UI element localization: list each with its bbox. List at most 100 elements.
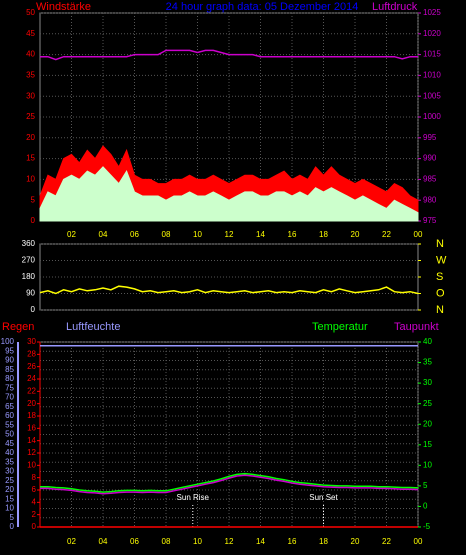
y2-tick-label: 15 <box>423 440 432 449</box>
y2-tick-label: 1005 <box>423 91 441 100</box>
y3-tick-label: 20 <box>27 399 36 408</box>
y-tick-label: 15 <box>5 494 14 503</box>
series-line <box>40 472 419 493</box>
y3-tick-label: 28 <box>27 349 36 358</box>
y-tick-label: 25 <box>5 476 14 485</box>
y2-tick-label: N <box>436 238 444 250</box>
y2-tick-label: 30 <box>423 378 432 387</box>
x-tick-label: 18 <box>319 230 328 239</box>
x-tick-label: 12 <box>225 230 234 239</box>
x-tick-label: 06 <box>130 537 139 546</box>
y-tick-label: 80 <box>5 374 14 383</box>
x-tick-label: 22 <box>382 230 391 239</box>
x-tick-label: 08 <box>162 230 171 239</box>
y2-tick-label: W <box>436 254 447 266</box>
pressure-label: Luftdruck <box>372 1 418 13</box>
y2-tick-label: 5 <box>423 481 428 490</box>
y2-tick-label: O <box>436 287 445 299</box>
y-tick-label: 360 <box>22 239 36 248</box>
y3-tick-label: 30 <box>27 337 36 346</box>
y2-tick-label: 35 <box>423 358 432 367</box>
series-line <box>39 285 419 295</box>
dewpoint-label: Taupunkt <box>394 321 439 333</box>
y2-tick-label: S <box>436 271 443 283</box>
x-tick-label: 00 <box>414 537 423 546</box>
y-tick-label: 10 <box>5 504 14 513</box>
y2-tick-label: 990 <box>423 154 437 163</box>
y-tick-label: 0 <box>10 522 15 531</box>
y-tick-label: 0 <box>31 216 36 225</box>
y-tick-label: 75 <box>5 383 14 392</box>
x-tick-label: 10 <box>193 537 202 546</box>
y-tick-label: 25 <box>26 112 35 121</box>
x-tick-label: 04 <box>99 230 108 239</box>
y-tick-label: 35 <box>26 71 35 80</box>
y-tick-label: 30 <box>5 467 14 476</box>
y3-tick-label: 26 <box>27 362 36 371</box>
y3-tick-label: 22 <box>27 386 36 395</box>
y-tick-label: 5 <box>31 195 36 204</box>
y2-tick-label: 20 <box>423 419 432 428</box>
series-line <box>40 474 419 495</box>
y-tick-label: 270 <box>22 256 36 265</box>
y3-tick-label: 12 <box>27 448 36 457</box>
y-tick-label: 65 <box>5 402 14 411</box>
y-tick-label: 70 <box>5 393 14 402</box>
y-tick-label: 5 <box>10 513 15 522</box>
y2-tick-label: N <box>436 304 444 316</box>
y-tick-label: 100 <box>1 337 15 346</box>
y-tick-label: 45 <box>26 29 35 38</box>
y-tick-label: 30 <box>26 91 35 100</box>
x-tick-label: 00 <box>414 230 423 239</box>
x-tick-label: 04 <box>99 537 108 546</box>
y2-tick-label: 995 <box>423 133 437 142</box>
y-tick-label: 55 <box>5 420 14 429</box>
x-tick-label: 18 <box>319 537 328 546</box>
x-tick-label: 22 <box>382 537 391 546</box>
y-tick-label: 85 <box>5 365 14 374</box>
x-tick-label: 14 <box>256 230 265 239</box>
y-tick-label: 90 <box>26 289 35 298</box>
x-tick-label: 06 <box>130 230 139 239</box>
x-tick-label: 10 <box>193 230 202 239</box>
y3-tick-label: 2 <box>32 510 37 519</box>
y3-tick-label: 18 <box>27 411 36 420</box>
x-tick-label: 16 <box>288 230 297 239</box>
y-tick-label: 40 <box>5 448 14 457</box>
y-tick-label: 35 <box>5 457 14 466</box>
y3-tick-label: 4 <box>32 497 37 506</box>
y3-tick-label: 0 <box>32 522 37 531</box>
y-tick-label: 45 <box>5 439 14 448</box>
y3-tick-label: 14 <box>27 436 36 445</box>
annotation: Sun Set <box>309 493 338 502</box>
humidity-label: Luftfeuchte <box>66 321 120 333</box>
y2-tick-label: 1010 <box>423 71 441 80</box>
y2-tick-label: 10 <box>423 460 432 469</box>
y2-tick-label: -5 <box>423 522 431 531</box>
x-tick-label: 14 <box>256 537 265 546</box>
y3-tick-label: 16 <box>27 423 36 432</box>
wind-label: Windstärke <box>36 1 91 13</box>
y2-tick-label: 1000 <box>423 112 441 121</box>
series-line <box>40 49 418 61</box>
y-tick-label: 20 <box>26 133 35 142</box>
y-tick-label: 10 <box>26 175 35 184</box>
y2-tick-label: 1025 <box>423 8 441 17</box>
y2-tick-label: 25 <box>423 399 432 408</box>
y2-tick-label: 1015 <box>423 50 441 59</box>
y-tick-label: 180 <box>22 272 36 281</box>
y2-tick-label: 975 <box>423 216 437 225</box>
y2-tick-label: 985 <box>423 175 437 184</box>
y-tick-label: 0 <box>31 305 36 314</box>
x-tick-label: 12 <box>225 537 234 546</box>
y2-tick-label: 0 <box>423 502 428 511</box>
rain-label: Regen <box>2 321 34 333</box>
y2-tick-label: 1020 <box>423 29 441 38</box>
x-tick-label: 02 <box>67 537 76 546</box>
y2-tick-label: 980 <box>423 195 437 204</box>
y-tick-label: 20 <box>5 485 14 494</box>
chart-title: 24 hour graph data: 05 Dezember 2014 <box>166 1 359 13</box>
